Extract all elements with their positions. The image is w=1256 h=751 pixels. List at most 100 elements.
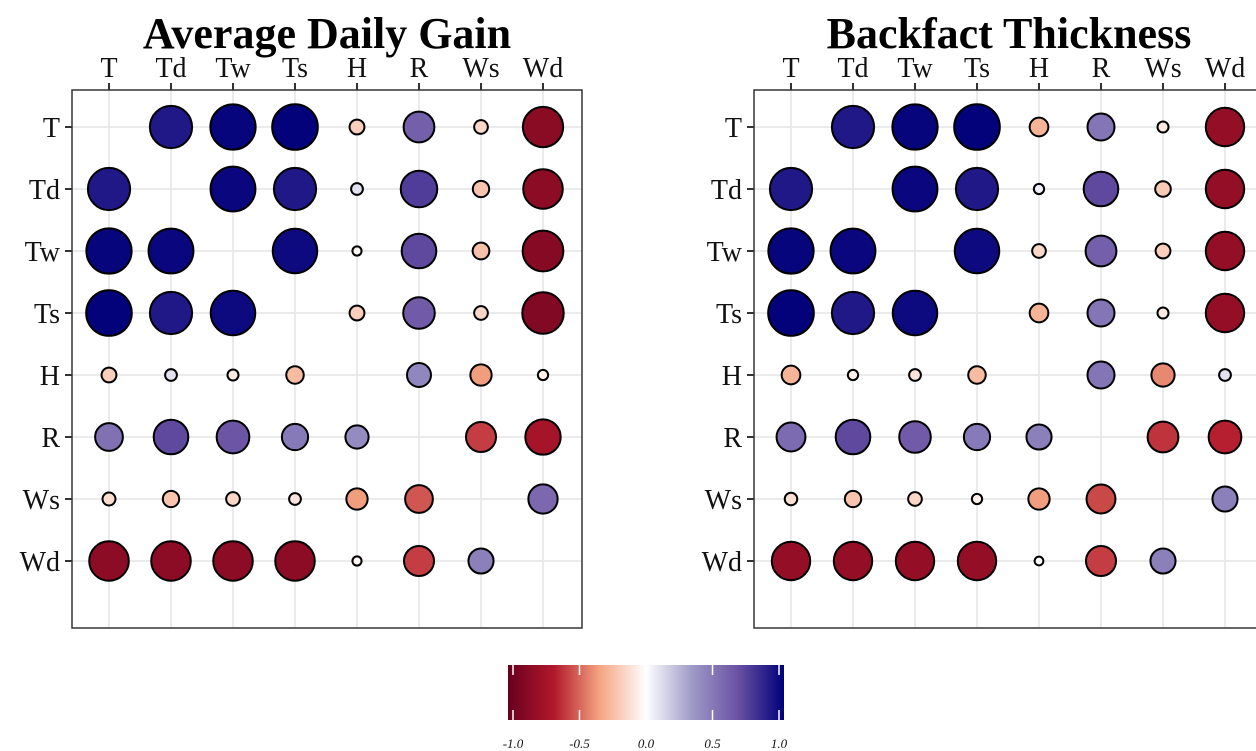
correlation-bubble-Td-H (350, 182, 364, 196)
correlation-bubble-Ws-Wd (527, 483, 559, 515)
correlation-bubble-H-Wd (536, 368, 550, 382)
correlation-bubble-H-Tw (908, 368, 922, 382)
panel-backfact-thickness: Backfact ThicknessTTTdTdTwTwTsTsHHRRWsWs… (702, 9, 1256, 629)
y-tick-label: Td (29, 175, 60, 206)
correlation-bubble-Tw-Wd (521, 229, 565, 273)
correlation-bubble-Td-Ws (1154, 180, 1172, 198)
colorbar-tick-label: -0.5 (569, 736, 590, 751)
y-tick-label: R (723, 423, 742, 454)
correlation-bubble-R-T (94, 422, 124, 452)
correlation-bubble-Td-Wd (522, 168, 564, 210)
colorbar-tick-label: 0.0 (638, 736, 655, 751)
correlation-bubble-Tw-Ts (271, 227, 319, 275)
correlation-bubble-Ts-H (1028, 302, 1050, 324)
x-tick-label: Td (837, 53, 868, 84)
y-tick-label: H (722, 361, 742, 392)
correlation-bubble-Ts-Td (830, 290, 876, 336)
correlation-bubble-T-R (402, 110, 436, 144)
correlation-bubble-Tw-R (1084, 234, 1118, 268)
y-tick-label: Wd (702, 547, 742, 578)
correlation-bubble-Td-Wd (1204, 168, 1246, 210)
y-tick-label: H (40, 361, 60, 392)
correlation-bubble-R-Tw (898, 420, 932, 454)
correlation-bubble-Tw-Ws (1154, 242, 1172, 260)
y-tick-label: Tw (707, 237, 743, 268)
correlation-bubble-Wd-Ws (467, 547, 495, 575)
x-tick-label: Wd (523, 53, 563, 84)
correlation-bubble-Wd-H (1033, 555, 1045, 567)
colorbar-legend: -1.0 -0.5 0.0 0.5 1.0 (503, 665, 788, 751)
correlation-bubble-R-Tw (215, 419, 251, 455)
y-tick-label: T (725, 113, 742, 144)
correlation-bubble-Tw-T (767, 227, 815, 275)
correlation-bubble-R-H (344, 424, 370, 450)
correlation-bubble-Wd-Td (150, 540, 192, 582)
correlation-bubble-Ws-T (101, 491, 117, 507)
correlation-bubble-Tw-Wd (1204, 230, 1246, 272)
correlation-bubble-Td-T (86, 166, 132, 212)
correlation-bubble-T-Td (148, 104, 194, 150)
correlation-bubble-Ws-T (783, 491, 799, 507)
correlation-bubble-R-Ts (962, 422, 992, 452)
correlation-bubble-R-H (1025, 423, 1053, 451)
correlation-bubble-Ws-Ts (288, 492, 302, 506)
correlation-bubble-Td-H (1032, 182, 1046, 196)
x-tick-label: Ts (964, 53, 990, 84)
correlation-bubble-R-Wd (524, 418, 562, 456)
y-tick-label: Tw (25, 237, 61, 268)
x-tick-label: Ts (282, 53, 308, 84)
panel-average-daily-gain: Average Daily GainTTTdTdTwTwTsTsHHRRWsWs… (20, 9, 583, 629)
correlation-bubble-Ws-Tw (225, 491, 241, 507)
correlation-bubble-Tw-Td (147, 227, 195, 275)
correlation-bubble-Ts-R (402, 296, 436, 330)
correlation-bubble-Tw-T (85, 227, 133, 275)
x-tick-label: H (1029, 53, 1049, 84)
y-tick-label: T (43, 113, 60, 144)
correlation-bubble-Ts-R (1086, 298, 1116, 328)
y-tick-label: Ts (34, 299, 60, 330)
correlation-bubble-Wd-T (770, 540, 812, 582)
colorbar-tick-label: 1.0 (771, 736, 788, 751)
correlation-bubble-H-Ws (1150, 362, 1176, 388)
colorbar-tick-label: 0.5 (704, 736, 721, 751)
correlation-bubble-T-H (348, 118, 366, 136)
correlation-bubble-H-Ts (285, 365, 305, 385)
panel-border (71, 89, 583, 629)
correlation-bubble-T-Tw (209, 103, 257, 151)
correlation-bubble-H-Ts (967, 365, 987, 385)
correlation-bubble-H-R (406, 362, 432, 388)
correlation-bubble-T-Ws (1156, 120, 1170, 134)
correlation-bubble-Wd-Ws (1149, 547, 1177, 575)
correlation-bubble-R-Td (152, 418, 190, 456)
correlation-bubble-H-Tw (226, 368, 240, 382)
correlation-bubble-Td-Ts (954, 166, 1000, 212)
correlation-bubble-T-Td (830, 104, 876, 150)
correlation-bubble-Ws-Td (161, 489, 181, 509)
correlation-bubble-Ts-T (767, 289, 815, 337)
chart-title: Backfact Thickness (827, 9, 1192, 58)
colorbar-tick-label: -1.0 (503, 736, 524, 751)
correlation-bubble-Ws-Wd (1211, 485, 1239, 513)
correlation-bubble-Ts-Wd (1204, 292, 1246, 334)
correlation-bubble-Tw-R (400, 232, 438, 270)
correlation-bubble-Ws-Ts (970, 492, 984, 506)
correlation-bubble-R-T (775, 421, 807, 453)
correlation-bubble-T-Wd (1204, 106, 1246, 148)
x-tick-label: Tw (215, 53, 251, 84)
y-tick-label: Wd (20, 547, 60, 578)
y-tick-label: Td (711, 175, 742, 206)
correlation-bubble-Td-R (399, 169, 439, 209)
correlation-bubble-Wd-Tw (894, 540, 936, 582)
correlation-bubble-Tw-H (351, 245, 363, 257)
correlation-bubble-Ts-Wd (521, 291, 565, 335)
correlation-bubble-Ws-R (1085, 483, 1117, 515)
correlation-bubble-Ws-Tw (907, 491, 923, 507)
x-tick-label: Td (155, 53, 186, 84)
correlation-bubble-Wd-Ts (274, 540, 316, 582)
correlation-bubble-Wd-T (88, 540, 130, 582)
x-tick-label: Ws (1144, 53, 1181, 84)
correlation-bubble-H-T (780, 364, 802, 386)
correlation-bubble-Td-Tw (209, 165, 257, 213)
correlation-bubble-Td-Ts (272, 166, 318, 212)
